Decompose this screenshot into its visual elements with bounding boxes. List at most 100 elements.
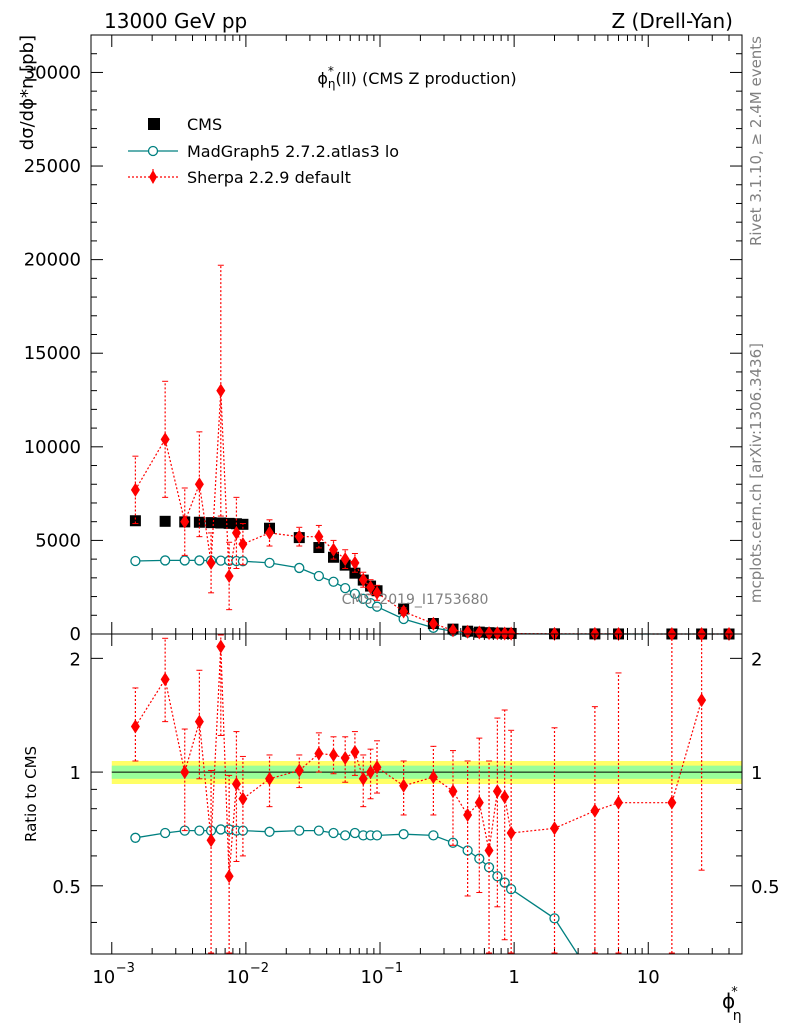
ratio-sherpa-point: [484, 843, 494, 858]
ratio-sherpa-point: [448, 784, 458, 799]
ratio-sherpa-point: [130, 719, 140, 734]
ratio-madgraph-point: [294, 825, 305, 836]
ratio-uncertainty-band: [111, 760, 743, 784]
main-sherpa-point: [194, 477, 204, 492]
ratio-sherpa-point: [474, 795, 484, 810]
main-sherpa-point: [500, 626, 510, 641]
main-madgraph-point: [264, 557, 275, 569]
ratio-sherpa-point: [194, 714, 204, 729]
main-cms-point: [193, 516, 205, 528]
ratio-madgraph-point: [194, 825, 205, 836]
main-sherpa-line: [134, 390, 729, 635]
ratio-sherpa-point: [238, 791, 248, 806]
main-sherpa-point: [372, 585, 382, 600]
ratio-y-tick-label-right: 1: [751, 763, 762, 784]
legend-sherpa-label: Sherpa 2.2.9 default: [187, 168, 351, 187]
main-madgraph-point: [313, 570, 325, 582]
ratio-x-tick-exponent: −3: [116, 961, 135, 976]
ratio-sherpa-point: [492, 784, 502, 799]
main-sherpa-point: [206, 555, 216, 570]
main-sherpa-point: [216, 383, 226, 398]
main-sherpa-point: [238, 537, 248, 552]
ratio-madgraph-point: [159, 827, 171, 839]
ratio-sherpa-point: [265, 771, 275, 786]
main-sherpa-point: [350, 555, 360, 570]
main-madgraph-point: [179, 555, 190, 566]
main-sherpa-point: [180, 514, 190, 529]
main-y-tick-label: 20000: [24, 250, 81, 271]
ratio-sherpa-point: [216, 639, 226, 654]
ratio-x-tick-label: 1: [508, 967, 519, 988]
ratio-sherpa-point: [329, 747, 339, 762]
ratio-madgraph-point: [340, 830, 351, 841]
main-cms-point: [349, 567, 361, 579]
ratio-axis-ticks: [91, 634, 743, 954]
ratio-y-tick-label-left: 2: [70, 649, 81, 670]
ratio-madgraph-point: [349, 827, 361, 839]
legend: CMS MadGraph5 2.7.2.atlas3 lo Sherpa 2.2…: [128, 115, 399, 187]
main-cms-point: [223, 517, 235, 529]
ratio-madgraph-point: [398, 829, 409, 840]
ratio-madgraph-point: [549, 913, 560, 924]
ratio-sherpa-point: [463, 807, 473, 822]
ratio-sherpa-point: [399, 778, 409, 793]
ratio-panel: 0.5 0.51 12 2 10 −3 10 −2 10 −1 1 10 Ratio to CMS …: [22, 633, 780, 1024]
ratio-y-tick-label-right: 0.5: [751, 877, 780, 898]
main-chart-title: ϕ* η(ll) (CMS Z production): [317, 64, 516, 91]
ratio-sherpa-point: [550, 821, 560, 836]
ratio-sherpa-point: [314, 746, 324, 761]
main-sherpa-point: [265, 525, 275, 540]
main-sherpa-point: [160, 432, 170, 447]
main-y-axis-label: dσ/dϕ*η [pb]: [17, 35, 38, 150]
main-madgraph-point: [159, 555, 171, 566]
ratio-sherpa-point: [350, 745, 360, 760]
ratio-madgraph-point: [130, 832, 141, 843]
main-sherpa-point: [231, 525, 241, 540]
main-sherpa-point: [130, 482, 140, 497]
main-sherpa-point: [340, 552, 350, 567]
ratio-madgraph-point: [264, 826, 275, 837]
ratio-x-tick-label: 10: [637, 967, 660, 988]
ratio-sherpa-point: [590, 803, 600, 818]
main-axis-ticks: [91, 34, 743, 635]
ratio-madgraph-point: [313, 825, 325, 836]
ratio-sherpa-line: [134, 646, 703, 877]
ratio-y-axis-label: Ratio to CMS: [22, 746, 40, 842]
main-madgraph-point: [328, 576, 339, 587]
main-sherpa-point: [329, 542, 339, 557]
main-y-tick-labels: 0 5000 10000 15000 20000 25000 30000: [24, 62, 81, 645]
main-y-tick-label: 30000: [24, 62, 81, 83]
ratio-sherpa-point: [160, 672, 170, 687]
ratio-madgraph-point: [215, 824, 226, 835]
ratio-madgraph-point: [492, 871, 503, 882]
main-sherpa-point: [492, 626, 502, 641]
ratio-sherpa-point: [667, 795, 677, 810]
ratio-madgraph-point: [371, 830, 383, 841]
ratio-x-tick-label: 10: [361, 967, 384, 988]
main-panel: 0 5000 10000 15000 20000 25000 30000 dσ/dϕ*η […: [17, 34, 743, 645]
main-y-tick-label: 10000: [24, 437, 81, 458]
ratio-sherpa-point: [614, 795, 624, 810]
main-madgraph-point: [194, 555, 205, 566]
header-right: Z (Drell-Yan): [611, 9, 733, 33]
ratio-sherpa-point: [428, 770, 438, 785]
ratio-y-tick-label-right: 2: [751, 649, 762, 670]
legend-madgraph-label: MadGraph5 2.7.2.atlas3 lo: [187, 142, 399, 161]
main-madgraph-point: [349, 588, 361, 599]
ratio-madgraph-point: [428, 830, 439, 841]
main-sherpa-point: [366, 580, 376, 595]
watermark: CMS_2019_I1753680: [342, 592, 489, 608]
legend-madgraph-marker: [147, 145, 159, 157]
main-sherpa-point: [314, 529, 324, 544]
main-sherpa-point: [428, 616, 438, 631]
main-sherpa-point: [399, 604, 409, 619]
main-sherpa-point: [484, 626, 494, 641]
main-y-tick-label: 25000: [24, 156, 81, 177]
main-cms-point: [205, 517, 217, 529]
ratio-sherpa-point: [358, 771, 368, 786]
main-madgraph-point: [215, 555, 226, 566]
main-sherpa-point: [294, 529, 304, 544]
ratio-x-tick-label: 10: [92, 967, 115, 988]
ratio-x-tick-labels: 10 −3 10 −2 10 −1 1 10: [92, 961, 659, 988]
